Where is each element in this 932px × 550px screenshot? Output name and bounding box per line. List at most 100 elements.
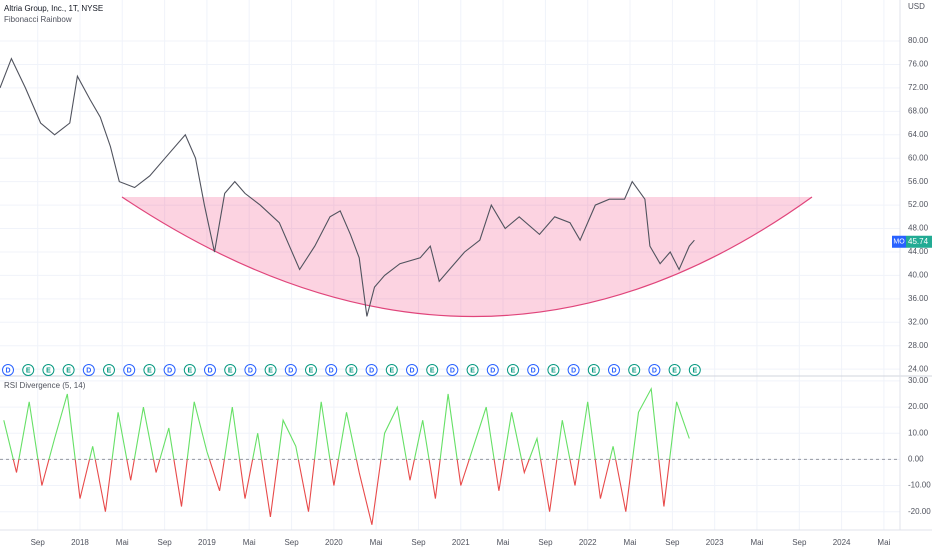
y-tick-label: 76.00 [908, 60, 929, 69]
cup-pattern [122, 197, 812, 317]
event-label: E [470, 367, 475, 374]
y-tick-label: 72.00 [908, 83, 929, 92]
event-marker [688, 364, 701, 376]
event-label: D [531, 367, 536, 374]
event-label: D [86, 367, 91, 374]
x-tick-label: Mai [877, 538, 890, 547]
price-label-box [906, 235, 932, 248]
price-label: 45.74 [908, 237, 929, 246]
y-tick-label: 10.00 [908, 428, 929, 437]
y-tick-label: 20.00 [908, 402, 929, 411]
y-tick-label: -10.00 [908, 481, 931, 490]
event-label: D [652, 367, 657, 374]
event-label: E [187, 367, 192, 374]
series-line [3, 386, 690, 525]
x-tick-label: 2018 [71, 538, 89, 547]
event-marker [668, 364, 681, 376]
series-line [0, 57, 695, 317]
y-tick-label: 32.00 [908, 317, 929, 326]
x-tick-label: 2024 [833, 538, 851, 547]
indicator-name: Fibonacci Rainbow [4, 15, 72, 24]
event-marker [527, 364, 540, 376]
event-label: D [288, 367, 293, 374]
event-marker [103, 364, 115, 376]
event-marker [426, 364, 439, 376]
event-label: E [228, 367, 233, 374]
event-label: E [309, 367, 314, 374]
x-tick-label: 2021 [452, 538, 470, 547]
event-label: E [551, 367, 556, 374]
x-tick-label: Mai [243, 538, 256, 547]
y-tick-label: 30.00 [908, 376, 929, 385]
y-tick-label: 24.00 [908, 364, 929, 373]
event-marker [204, 364, 216, 376]
x-tick-label: Sep [158, 538, 173, 547]
event-label: D [611, 367, 616, 374]
event-label: D [248, 367, 253, 374]
rsi-title: RSI Divergence (5, 14) [4, 381, 86, 390]
event-label: E [66, 367, 71, 374]
x-tick-label: Sep [538, 538, 553, 547]
x-tick-label: Mai [624, 538, 637, 547]
event-label: D [409, 367, 414, 374]
event-marker [628, 364, 641, 376]
event-marker [284, 364, 297, 376]
event-label: D [571, 367, 576, 374]
chart-title: Altria Group, Inc., 1T, NYSE [4, 4, 103, 13]
x-tick-label: Sep [792, 538, 807, 547]
x-tick-label: Mai [116, 538, 129, 547]
event-label: D [5, 367, 10, 374]
event-marker [183, 364, 196, 376]
event-label: D [450, 367, 455, 374]
y-tick-label: 64.00 [908, 130, 929, 139]
y-tick-label: 60.00 [908, 153, 929, 162]
y-tick-label: -20.00 [908, 507, 931, 516]
grid [0, 0, 900, 530]
event-label: E [147, 367, 152, 374]
x-tick-label: 2019 [198, 538, 216, 547]
event-label: D [207, 367, 212, 374]
event-label: D [167, 367, 172, 374]
y-tick-label: 48.00 [908, 224, 929, 233]
event-label: E [591, 367, 596, 374]
event-marker [2, 364, 14, 376]
event-marker [507, 364, 519, 376]
event-marker [446, 364, 459, 376]
event-label: D [329, 367, 334, 374]
event-marker [587, 364, 600, 376]
event-label: E [632, 367, 637, 374]
x-tick-label: 2020 [325, 538, 343, 547]
event-marker [305, 364, 317, 376]
y-tick-label: 56.00 [908, 177, 929, 186]
event-label: E [672, 367, 677, 374]
event-label: E [389, 367, 394, 374]
event-label: E [511, 367, 516, 374]
event-label: E [46, 367, 51, 374]
x-tick-label: Sep [665, 538, 680, 547]
y-tick-label: 44.00 [908, 247, 929, 256]
event-marker [264, 364, 277, 376]
event-label: E [692, 367, 697, 374]
event-marker [385, 364, 398, 376]
event-marker [244, 364, 257, 376]
event-marker [486, 364, 499, 376]
event-marker [22, 364, 35, 376]
event-marker [345, 364, 358, 376]
event-marker [325, 364, 338, 376]
event-label: D [127, 367, 132, 374]
event-marker [163, 364, 176, 376]
x-tick-label: Mai [750, 538, 763, 547]
event-marker [62, 364, 75, 376]
event-marker [123, 364, 136, 376]
event-marker [648, 364, 661, 376]
event-marker [82, 364, 95, 376]
y-tick-label: 36.00 [908, 294, 929, 303]
event-marker [608, 364, 620, 376]
event-marker [567, 364, 580, 376]
event-label: E [268, 367, 273, 374]
event-marker [406, 364, 418, 376]
event-marker [365, 364, 378, 376]
y-tick-label: 0.00 [908, 454, 924, 463]
x-tick-label: Sep [284, 538, 299, 547]
